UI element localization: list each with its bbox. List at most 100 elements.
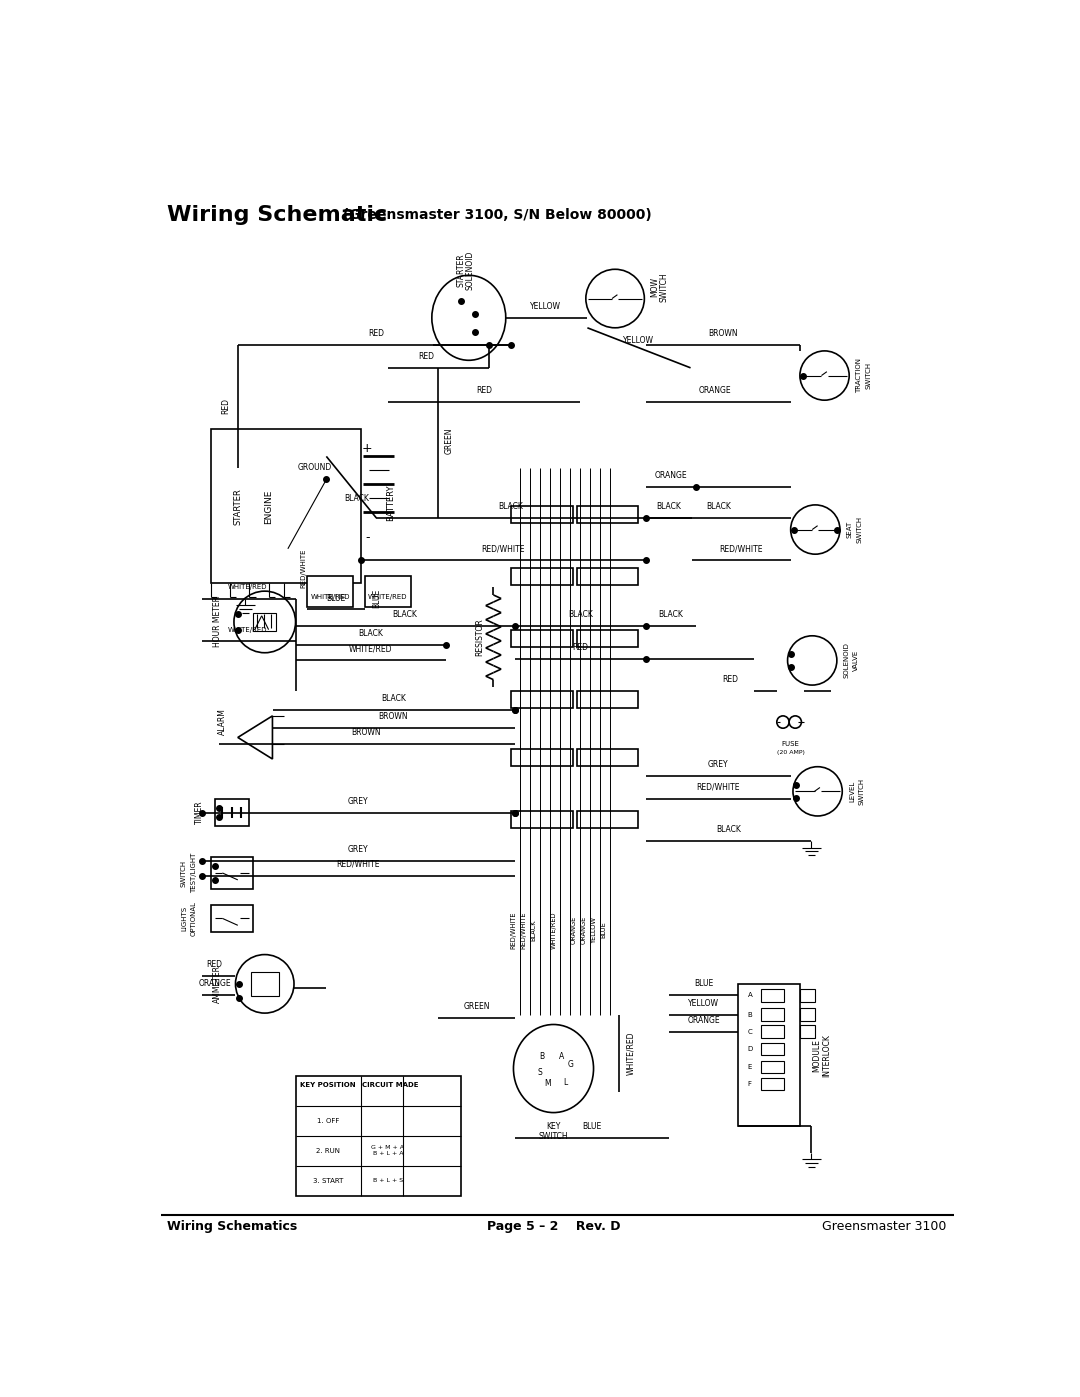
Bar [215,799,249,826]
Bar [761,989,784,1002]
Text: HOUR METER: HOUR METER [213,597,221,647]
Text: ORANGE: ORANGE [699,387,731,395]
Bar [761,1009,784,1021]
Text: RED: RED [572,643,589,652]
Text: Wiring Schematics: Wiring Schematics [167,1220,297,1234]
Text: BLUE: BLUE [600,922,607,939]
Text: BLACK: BLACK [706,502,731,511]
Text: ORANGE: ORANGE [654,471,687,481]
Text: A: A [558,1052,564,1062]
Text: BLACK: BLACK [392,609,417,619]
Text: BROWN: BROWN [378,712,408,721]
Text: TEST/LIGHT: TEST/LIGHT [191,852,197,893]
Bar [296,1076,461,1196]
Text: RED: RED [206,960,222,970]
Text: RED/WHITE: RED/WHITE [336,861,380,869]
Text: RED/WHITE: RED/WHITE [482,545,525,553]
Text: STARTER: STARTER [233,488,242,525]
Text: BLUE: BLUE [694,979,713,988]
Text: RED: RED [418,352,434,360]
Bar [211,429,361,584]
Text: INTERLOCK: INTERLOCK [822,1034,832,1077]
Text: S: S [537,1067,542,1077]
Bar [511,692,572,708]
Text: ORANGE: ORANGE [687,1016,720,1024]
Text: BROWN: BROWN [352,728,381,736]
Text: +: + [362,443,373,455]
Text: MOW: MOW [650,277,660,298]
Text: WHITE/RED: WHITE/RED [228,584,268,591]
Bar [253,613,276,631]
Text: WHITE/RED: WHITE/RED [551,911,556,949]
Text: BLUE: BLUE [372,590,381,609]
Text: WHITE/RED: WHITE/RED [349,644,392,654]
Bar [511,507,572,524]
Text: SOLENOID: SOLENOID [465,250,475,289]
Bar [511,810,572,827]
Text: STARTER: STARTER [457,253,465,286]
Text: -: - [365,531,369,543]
Text: LIGHTS: LIGHTS [180,905,187,930]
Text: RED/WHITE: RED/WHITE [719,545,764,553]
Bar [211,856,253,888]
Text: Wiring Schematic: Wiring Schematic [167,205,388,225]
Text: A: A [747,992,753,999]
Text: F: F [747,1081,752,1087]
Text: GROUND: GROUND [298,464,332,472]
Bar [511,630,572,647]
Bar [577,749,638,766]
Bar [511,569,572,585]
Text: ORANGE: ORANGE [570,916,577,944]
Text: RED/WHITE: RED/WHITE [300,548,307,588]
Text: SWITCH: SWITCH [660,272,669,302]
Bar [365,576,411,606]
Text: RED: RED [368,328,384,338]
Bar [761,1077,784,1090]
Text: YELLOW: YELLOW [591,916,596,943]
Bar [577,507,638,524]
Text: YELLOW: YELLOW [623,337,653,345]
Text: TIMER: TIMER [194,800,204,824]
Text: BLACK: BLACK [381,694,406,704]
Bar [577,630,638,647]
Text: VALVE: VALVE [853,650,859,671]
Text: CIRCUIT MADE: CIRCUIT MADE [362,1083,418,1088]
Text: G: G [567,1060,573,1069]
Text: E: E [747,1065,752,1070]
Text: BLACK: BLACK [657,502,681,511]
Text: WHITE/RED: WHITE/RED [626,1031,635,1074]
Text: Page 5 – 2    Rev. D: Page 5 – 2 Rev. D [487,1220,620,1234]
Text: BLUE: BLUE [326,594,346,604]
Bar [800,989,815,1002]
Text: RED: RED [723,675,739,685]
Text: SEAT: SEAT [847,521,853,538]
Text: B: B [747,1011,753,1017]
Text: C: C [747,1028,753,1035]
Text: BLACK: BLACK [658,609,683,619]
Text: SWITCH: SWITCH [180,859,187,887]
Text: GREY: GREY [348,845,368,854]
Text: RESISTOR: RESISTOR [475,619,484,657]
Bar [761,1044,784,1056]
Bar [739,983,800,1126]
Bar [577,692,638,708]
Bar [251,971,279,996]
Text: YELLOW: YELLOW [688,999,719,1007]
Text: B: B [539,1052,544,1062]
Text: WHITE/RED: WHITE/RED [368,594,407,599]
Bar [800,1025,815,1038]
Text: 1. OFF: 1. OFF [316,1118,339,1125]
Text: GREEN: GREEN [445,427,454,454]
Text: MODULE: MODULE [812,1038,821,1071]
Bar [761,1025,784,1038]
Text: BLACK: BLACK [568,609,593,619]
Text: WHITE/RED: WHITE/RED [228,627,268,633]
Text: RED/WHITE: RED/WHITE [521,911,526,949]
Text: SWITCH: SWITCH [856,515,862,543]
Text: LEVEL: LEVEL [849,781,855,802]
Text: Greensmaster 3100: Greensmaster 3100 [822,1220,946,1234]
Text: BATTERY: BATTERY [386,485,395,521]
Text: TRACTION: TRACTION [856,358,862,393]
Bar [761,1060,784,1073]
Text: D: D [747,1046,753,1052]
